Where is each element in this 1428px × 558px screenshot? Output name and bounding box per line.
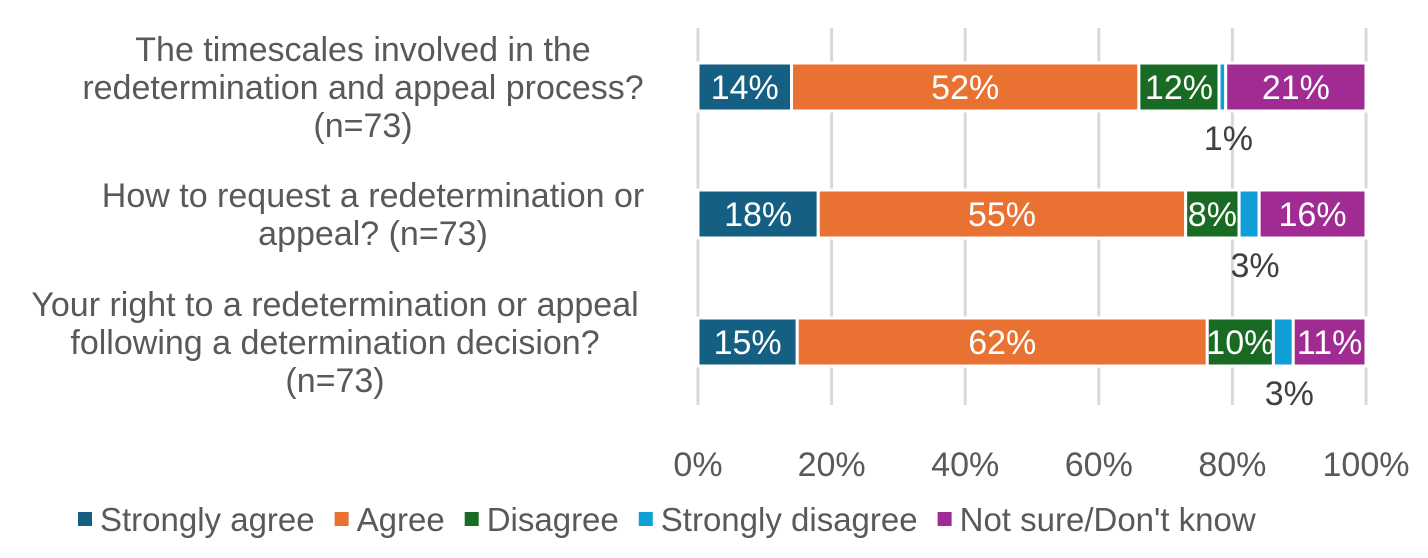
category-label: (n=73) <box>285 362 384 400</box>
data-label: 3% <box>1231 247 1280 285</box>
bar-segment <box>1291 316 1368 368</box>
legend-swatch <box>464 512 479 526</box>
bar-segment <box>1237 188 1261 240</box>
data-label: 8% <box>1188 196 1237 234</box>
data-label: 10% <box>1206 324 1274 362</box>
data-label: 55% <box>968 196 1036 234</box>
data-label: 21% <box>1262 69 1330 107</box>
bar-segment <box>795 316 1209 368</box>
legend-label: Disagree <box>487 501 619 538</box>
x-tick-label: 20% <box>798 446 866 484</box>
legend-label: Not sure/Don't know <box>960 501 1256 538</box>
legend-swatch <box>937 512 952 526</box>
legend-swatch <box>638 512 653 526</box>
bar-segment <box>1271 316 1295 368</box>
category-label: How to request a redetermination or <box>102 177 644 215</box>
category-label: (n=73) <box>313 107 412 145</box>
category-label: redetermination and appeal process? <box>82 69 643 107</box>
bar-segment <box>1224 61 1368 113</box>
bar-segment <box>816 188 1188 240</box>
data-label: 16% <box>1279 196 1347 234</box>
legend-swatch <box>78 512 92 526</box>
category-label: appeal? (n=73) <box>258 215 488 253</box>
x-tick-label: 80% <box>1198 446 1266 484</box>
data-label: 1% <box>1204 120 1253 158</box>
x-tick-label: 40% <box>931 446 999 484</box>
legend-label: Strongly disagree <box>661 501 918 538</box>
data-label: 62% <box>968 324 1036 362</box>
legend-label: Agree <box>357 501 445 538</box>
x-tick-label: 60% <box>1065 446 1133 484</box>
data-label: 12% <box>1145 69 1213 107</box>
category-label: following a determination decision? <box>70 324 599 362</box>
data-label: 14% <box>711 69 779 107</box>
legend-swatch <box>334 512 349 526</box>
legend-label: Strongly agree <box>100 501 315 538</box>
x-tick-label: 0% <box>673 446 722 484</box>
category-label: Your right to a redetermination or appea… <box>31 286 638 324</box>
bar-segment <box>696 188 820 240</box>
data-label: 18% <box>724 196 792 234</box>
bar-segment <box>696 61 794 113</box>
bar-segment <box>1205 316 1275 368</box>
data-label: 3% <box>1265 375 1314 413</box>
data-label: 52% <box>931 69 999 107</box>
category-label: The timescales involved in the <box>135 31 590 69</box>
data-label: 15% <box>714 324 782 362</box>
x-tick-label: 100% <box>1323 446 1410 484</box>
bar-segment <box>1257 188 1368 240</box>
data-label: 11% <box>1297 324 1363 362</box>
